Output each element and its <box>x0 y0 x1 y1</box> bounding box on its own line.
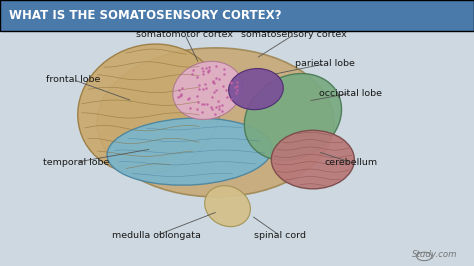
Ellipse shape <box>244 74 342 160</box>
Text: Study.com: Study.com <box>412 250 457 259</box>
Text: WHAT IS THE SOMATOSENSORY CORTEX?: WHAT IS THE SOMATOSENSORY CORTEX? <box>9 9 281 22</box>
Ellipse shape <box>97 48 334 197</box>
Ellipse shape <box>78 44 221 174</box>
Text: cerebellum: cerebellum <box>324 158 377 167</box>
Text: parietal lobe: parietal lobe <box>295 59 355 68</box>
Text: medulla oblongata: medulla oblongata <box>112 231 201 240</box>
Text: somatomotor cortex: somatomotor cortex <box>137 30 233 39</box>
Text: spinal cord: spinal cord <box>254 231 306 240</box>
Ellipse shape <box>271 130 355 189</box>
Ellipse shape <box>228 69 283 110</box>
Text: temporal lobe: temporal lobe <box>43 158 109 167</box>
Text: frontal lobe: frontal lobe <box>46 75 100 84</box>
Ellipse shape <box>107 118 272 185</box>
Text: somatosensory cortex: somatosensory cortex <box>241 30 347 39</box>
FancyBboxPatch shape <box>0 0 474 31</box>
Ellipse shape <box>205 186 250 227</box>
Text: occipital lobe: occipital lobe <box>319 89 382 98</box>
Ellipse shape <box>173 61 242 119</box>
